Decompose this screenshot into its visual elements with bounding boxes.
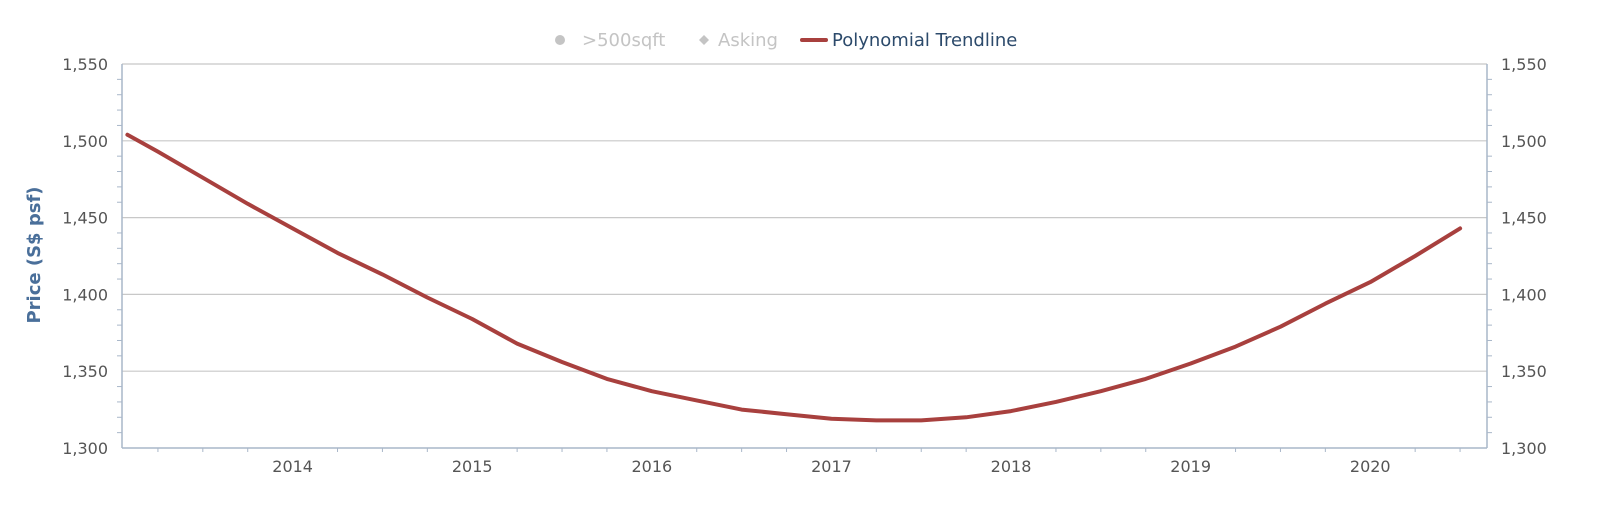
legend-item-label[interactable]: Polynomial Trendline — [832, 30, 1017, 51]
x-tick-label: 2018 — [991, 457, 1032, 476]
legend-item-label[interactable]: >500sqft — [582, 30, 665, 51]
y-tick-label-right: 1,300 — [1501, 439, 1547, 458]
legend-marker-circle[interactable] — [555, 35, 565, 45]
y-tick-label-left: 1,350 — [62, 362, 108, 381]
gridlines — [122, 63, 1487, 372]
axes — [121, 64, 1488, 449]
x-tick-label: 2016 — [631, 457, 672, 476]
trendline-series — [125, 132, 1463, 423]
y-tick-label-right: 1,450 — [1501, 209, 1547, 228]
legend-item-label[interactable]: Asking — [718, 30, 778, 51]
x-tick-label: 2015 — [452, 457, 493, 476]
y-tick-label-left: 1,500 — [62, 132, 108, 151]
y-tick-label-right: 1,350 — [1501, 362, 1547, 381]
y-tick-label-right: 1,500 — [1501, 132, 1547, 151]
y-tick-label-right: 1,400 — [1501, 285, 1547, 304]
y-tick-label-left: 1,400 — [62, 285, 108, 304]
minor-tick-marks — [117, 78, 1492, 452]
x-tick-label: 2020 — [1350, 457, 1391, 476]
series-layer — [125, 132, 1463, 423]
legend: >500sqft Asking Polynomial Trendline — [555, 30, 1017, 51]
x-tick-labels: 2014 2015 2016 2017 2018 2019 2020 — [272, 457, 1390, 476]
x-tick-label: 2014 — [272, 457, 313, 476]
y-tick-labels-left: 1,300 1,350 1,400 1,450 1,500 1,550 — [62, 55, 108, 458]
y-tick-label-left: 1,300 — [62, 439, 108, 458]
y-tick-label-right: 1,550 — [1501, 55, 1547, 74]
x-tick-label: 2017 — [811, 457, 852, 476]
y-tick-label-left: 1,550 — [62, 55, 108, 74]
y-tick-labels-right: 1,300 1,350 1,400 1,450 1,500 1,550 — [1501, 55, 1547, 458]
legend-marker-diamond[interactable] — [699, 35, 709, 45]
y-axis-title: Price (S$ psf) — [24, 186, 45, 323]
x-tick-label: 2019 — [1170, 457, 1211, 476]
y-tick-label-left: 1,450 — [62, 209, 108, 228]
